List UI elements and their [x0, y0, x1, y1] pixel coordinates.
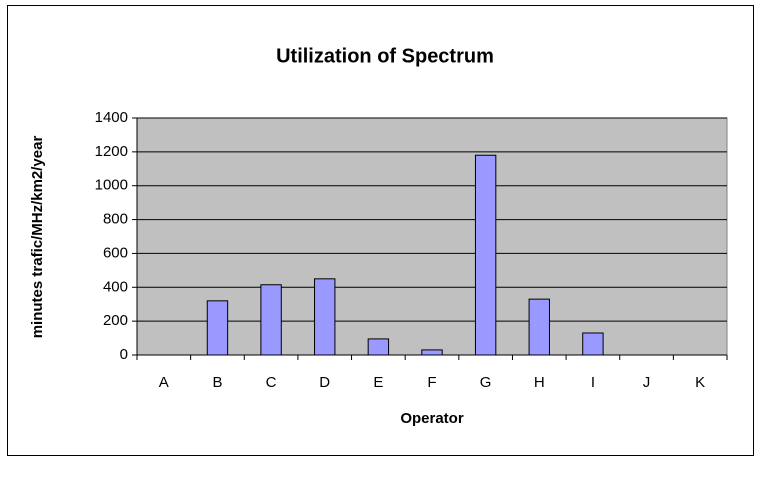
x-tick-label: B — [212, 374, 222, 391]
plot-area — [136, 117, 728, 356]
bar — [528, 298, 550, 356]
x-tick-label: J — [643, 374, 651, 391]
x-tick-label: A — [159, 374, 169, 391]
y-tick-label: 600 — [103, 244, 128, 261]
bar — [421, 349, 443, 356]
y-tick-label: 400 — [103, 278, 128, 295]
x-tick-label: G — [480, 374, 492, 391]
chart-title: Utilization of Spectrum — [276, 45, 494, 67]
x-tick-label: H — [534, 374, 545, 391]
bar — [260, 284, 282, 356]
x-tick-label: F — [427, 374, 436, 391]
y-axis-label: minutes trafic/MHz/km2/year — [29, 136, 46, 339]
x-tick-label: K — [695, 374, 705, 391]
bar — [367, 338, 390, 356]
x-tick-label: D — [319, 374, 330, 391]
x-tick-label: C — [266, 374, 277, 391]
y-tick-label: 1400 — [95, 109, 128, 126]
bar — [582, 332, 604, 356]
y-tick-label: 1000 — [95, 177, 128, 194]
bar — [314, 278, 336, 356]
x-tick-label: I — [591, 374, 595, 391]
y-tick-label: 0 — [120, 346, 128, 363]
bar — [206, 300, 229, 356]
x-tick-label: E — [373, 374, 383, 391]
bar — [474, 154, 497, 356]
y-tick-label: 1200 — [95, 143, 128, 160]
y-tick-label: 800 — [103, 211, 128, 228]
x-axis-label: Operator — [400, 410, 464, 427]
y-tick-label: 200 — [103, 312, 128, 329]
